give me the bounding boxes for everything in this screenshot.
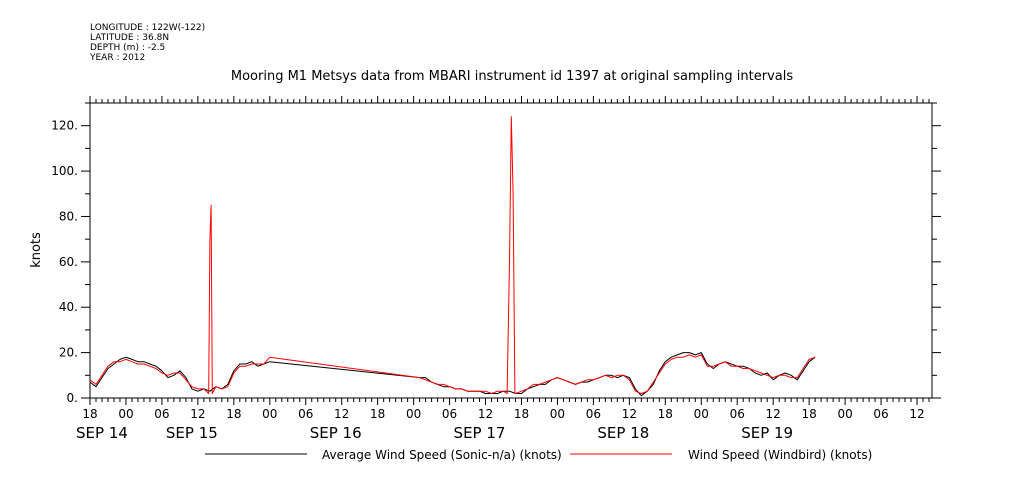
x-tick-label: 18 bbox=[370, 407, 385, 421]
x-tick-label: 18 bbox=[658, 407, 673, 421]
chart-title: Mooring M1 Metsys data from MBARI instru… bbox=[231, 69, 793, 84]
longitude-label: LONGITUDE : 122W(-122) bbox=[90, 23, 205, 33]
legend-label-average: Average Wind Speed (Sonic-n/a) (knots) bbox=[322, 448, 562, 462]
y-tick-label: 0. bbox=[67, 391, 78, 405]
legend-label-windbird: Wind Speed (Windbird) (knots) bbox=[688, 448, 872, 462]
x-tick-label: 06 bbox=[586, 407, 601, 421]
x-tick-label: 06 bbox=[873, 407, 888, 421]
x-tick-label: 00 bbox=[550, 407, 565, 421]
x-date-label: SEP 18 bbox=[597, 424, 649, 442]
x-tick-label: 18 bbox=[802, 407, 817, 421]
x-date-label: SEP 16 bbox=[310, 424, 362, 442]
y-tick-label: 40. bbox=[59, 300, 78, 314]
x-tick-label: 00 bbox=[262, 407, 277, 421]
x-tick-label: 00 bbox=[118, 407, 133, 421]
x-tick-label: 00 bbox=[694, 407, 709, 421]
y-tick-label: 100. bbox=[51, 164, 78, 178]
year-label: YEAR : 2012 bbox=[89, 53, 145, 63]
series-windbird-wind-speed bbox=[89, 116, 816, 394]
x-tick-label: 18 bbox=[82, 407, 97, 421]
x-tick-label: 06 bbox=[154, 407, 169, 421]
y-tick-label: 20. bbox=[59, 346, 78, 360]
x-tick-label: 06 bbox=[442, 407, 457, 421]
x-tick-label: 12 bbox=[478, 407, 493, 421]
x-tick-label: 12 bbox=[909, 407, 924, 421]
x-date-label: SEP 17 bbox=[454, 424, 506, 442]
y-axis-label: knots bbox=[29, 232, 44, 268]
depth-label: DEPTH (m) : -2.5 bbox=[90, 43, 165, 53]
x-tick-label: 12 bbox=[190, 407, 205, 421]
x-tick-label: 06 bbox=[298, 407, 313, 421]
x-date-label: SEP 14 bbox=[76, 424, 128, 442]
axes: 18 00 06 12 18 00 06 12 18 00 06 12 18 00 06 12 18 00 06 12… bbox=[51, 96, 941, 442]
x-tick-label: 12 bbox=[334, 407, 349, 421]
x-tick-label: 00 bbox=[837, 407, 852, 421]
plot-frame bbox=[89, 102, 933, 399]
x-tick-label: 00 bbox=[406, 407, 421, 421]
x-tick-label: 18 bbox=[514, 407, 529, 421]
x-date-label: SEP 15 bbox=[166, 424, 218, 442]
legend: Average Wind Speed (Sonic-n/a) (knots) W… bbox=[205, 448, 872, 462]
x-tick-label: 06 bbox=[730, 407, 745, 421]
y-tick-label: 120. bbox=[51, 119, 78, 133]
latitude-label: LATITUDE : 36.8N bbox=[90, 33, 169, 43]
x-tick-label: 18 bbox=[226, 407, 241, 421]
x-date-label: SEP 19 bbox=[741, 424, 793, 442]
y-tick-label: 60. bbox=[59, 255, 78, 269]
series-layer bbox=[89, 116, 816, 397]
x-tick-label: 12 bbox=[622, 407, 637, 421]
x-tick-label: 12 bbox=[766, 407, 781, 421]
y-tick-label: 80. bbox=[59, 209, 78, 223]
